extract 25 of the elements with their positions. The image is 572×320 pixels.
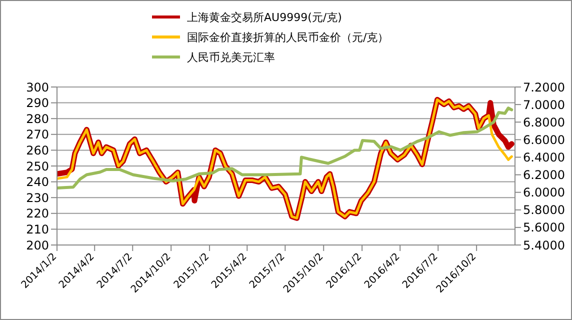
legend-label: 人民币兑美元汇率: [187, 50, 275, 64]
line-series: [57, 106, 514, 190]
y-tick-label: 250: [26, 159, 49, 174]
y2-tick-label: 5.4000: [523, 238, 565, 252]
y-tick-label: 290: [26, 96, 49, 110]
y2-tick-label: 5.6000: [523, 220, 565, 235]
y2-tick-label: 7.0000: [523, 98, 565, 112]
y2-tick-label: 6.0000: [523, 186, 565, 200]
y2-tick-label: 6.2000: [523, 168, 565, 182]
y2-tick-label: 6.6000: [523, 132, 565, 147]
legend-label: 国际金价直接折算的人民币金价（元/克）: [187, 30, 389, 44]
y2-tick-label: 5.8000: [523, 203, 565, 218]
y-tick-label: 200: [26, 238, 49, 252]
y-tick-label: 230: [26, 190, 49, 205]
y-tick-label: 280: [26, 112, 49, 126]
y-tick-label: 220: [26, 206, 49, 221]
y-tick-label: 240: [26, 175, 49, 190]
y2-tick-label: 7.2000: [523, 80, 565, 94]
legend-label: 上海黄金交易所AU9999(元/克): [187, 10, 342, 24]
y-tick-label: 260: [26, 143, 49, 158]
y2-tick-label: 6.4000: [523, 150, 565, 164]
y-tick-label: 300: [26, 80, 49, 94]
y2-tick-label: 6.8000: [523, 115, 565, 130]
y-tick-label: 270: [26, 128, 49, 142]
y-tick-label: 210: [26, 222, 49, 236]
